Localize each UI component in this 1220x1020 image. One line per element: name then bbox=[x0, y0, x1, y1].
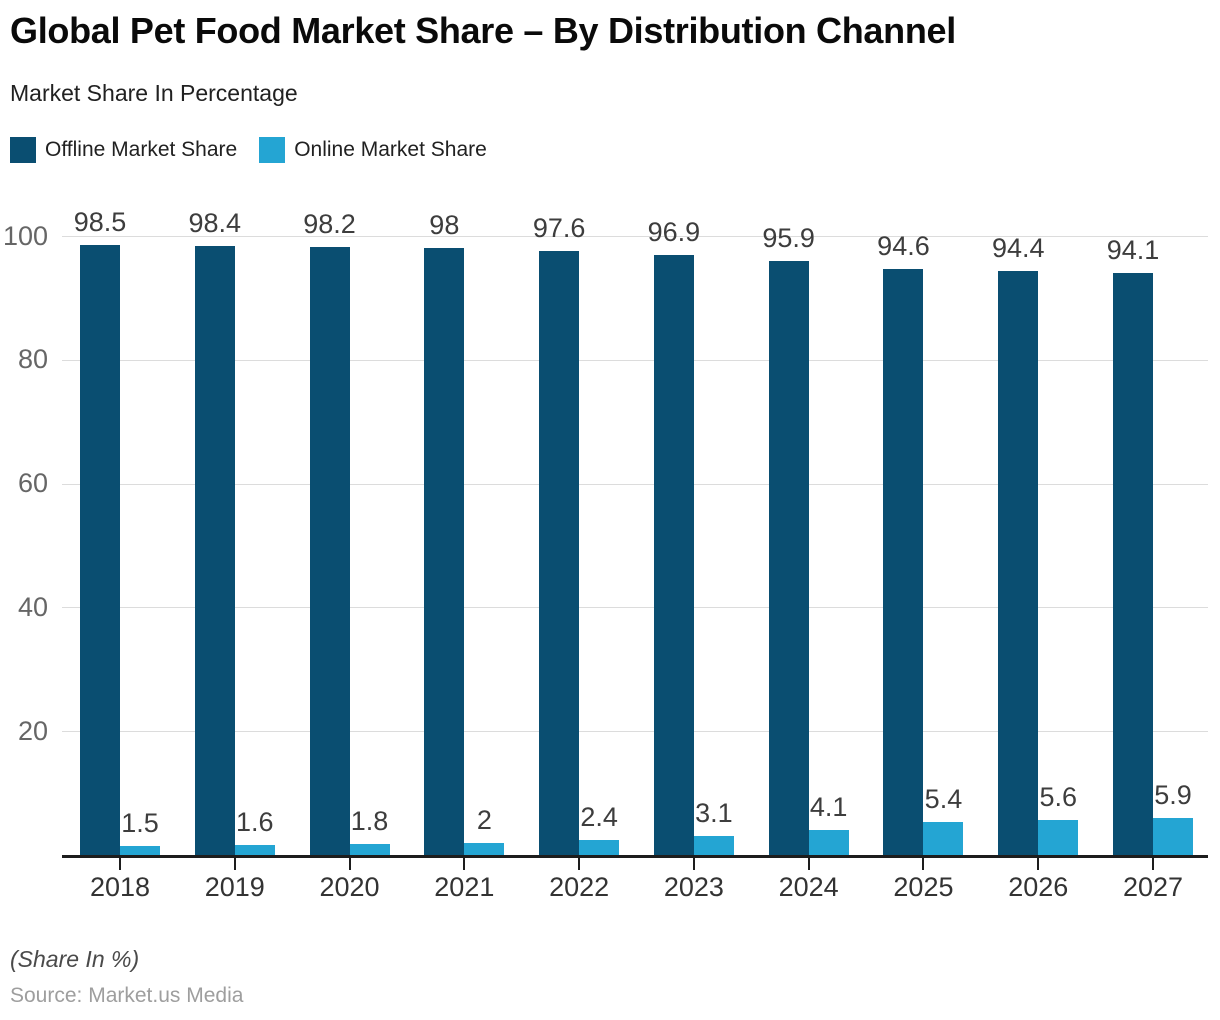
x-axis-tick bbox=[692, 858, 695, 870]
offline-value-label: 96.9 bbox=[647, 217, 701, 248]
online-bar bbox=[808, 829, 849, 855]
chart-subtitle: Market Share In Percentage bbox=[10, 80, 298, 106]
x-axis-tick bbox=[922, 858, 925, 870]
y-axis-label: 80 bbox=[17, 344, 48, 375]
online-value-label: 3.1 bbox=[695, 797, 733, 828]
x-axis-tick bbox=[807, 858, 810, 870]
online-bar bbox=[120, 845, 160, 855]
x-axis-tick bbox=[578, 858, 581, 870]
offline-value-label: 94.4 bbox=[991, 232, 1045, 263]
online-bar bbox=[1153, 818, 1194, 855]
y-axis-label: 60 bbox=[17, 468, 48, 499]
x-axis-tick bbox=[348, 858, 351, 870]
grid-line bbox=[62, 359, 1208, 361]
online-value-label: 1.6 bbox=[235, 807, 274, 838]
online-bar bbox=[349, 843, 390, 855]
x-axis-tick bbox=[1037, 858, 1040, 870]
legend-item-offline: Offline Market Share bbox=[10, 137, 237, 163]
source-credit: Source: Market.us Media bbox=[10, 984, 244, 1007]
online-bar bbox=[464, 842, 505, 855]
online-value-label: 4.1 bbox=[809, 791, 848, 822]
offline-value-label: 98.5 bbox=[73, 207, 127, 238]
offline-bar bbox=[309, 247, 350, 855]
offline-bar bbox=[194, 245, 235, 855]
x-axis-label: 2023 bbox=[663, 872, 724, 902]
share-unit-note: (Share In %) bbox=[10, 946, 140, 972]
offline-bar bbox=[539, 250, 580, 855]
x-axis-label: 2025 bbox=[893, 872, 954, 902]
y-axis-label: 20 bbox=[17, 715, 48, 746]
offline-bar bbox=[1113, 272, 1154, 855]
legend: Offline Market Share Online Market Share bbox=[10, 137, 487, 163]
offline-bar bbox=[883, 269, 924, 855]
offline-bar bbox=[653, 255, 694, 855]
offline-bar bbox=[424, 248, 465, 855]
online-bar bbox=[234, 845, 275, 855]
online-bar bbox=[1038, 820, 1079, 855]
online-value-label: 1.5 bbox=[121, 807, 159, 838]
online-value-label: 2.4 bbox=[580, 802, 618, 833]
legend-item-online: Online Market Share bbox=[259, 137, 487, 163]
offline-value-label: 98.2 bbox=[303, 209, 356, 240]
y-axis-label: 100 bbox=[2, 220, 48, 251]
x-axis-label: 2018 bbox=[89, 872, 151, 902]
offline-value-label: 98 bbox=[429, 210, 460, 241]
x-axis-label: 2022 bbox=[549, 872, 610, 902]
x-axis-label: 2020 bbox=[319, 872, 380, 902]
online-bar bbox=[923, 821, 964, 855]
offline-bar bbox=[768, 261, 809, 855]
offline-value-label: 95.9 bbox=[762, 223, 815, 254]
offline-swatch-icon bbox=[10, 137, 36, 163]
x-axis-tick bbox=[463, 858, 466, 870]
online-value-label: 1.8 bbox=[350, 805, 389, 836]
legend-label-online: Online Market Share bbox=[294, 138, 487, 161]
legend-label-offline: Offline Market Share bbox=[45, 138, 238, 161]
online-value-label: 5.6 bbox=[1039, 782, 1077, 813]
x-axis-tick bbox=[1152, 858, 1155, 870]
grid-line bbox=[62, 483, 1208, 485]
online-value-label: 5.4 bbox=[924, 783, 963, 814]
grid-line bbox=[62, 607, 1208, 609]
x-axis-label: 2021 bbox=[434, 872, 495, 902]
offline-value-label: 94.6 bbox=[877, 231, 930, 262]
x-axis-label: 2026 bbox=[1008, 872, 1069, 902]
y-axis-label: 40 bbox=[17, 591, 48, 622]
grid-line bbox=[62, 236, 1208, 237]
x-axis-tick bbox=[119, 858, 121, 870]
x-axis-label: 2024 bbox=[778, 872, 839, 902]
online-bar bbox=[693, 835, 734, 855]
x-axis-line bbox=[62, 855, 1208, 858]
offline-bar bbox=[80, 245, 120, 855]
x-axis-label: 2027 bbox=[1122, 872, 1184, 902]
online-bar bbox=[579, 840, 620, 855]
offline-value-label: 97.6 bbox=[532, 212, 586, 243]
offline-bar bbox=[998, 270, 1039, 855]
grid-line bbox=[62, 731, 1208, 733]
online-value-label: 5.9 bbox=[1154, 780, 1192, 811]
x-axis-label: 2019 bbox=[204, 872, 265, 902]
online-swatch-icon bbox=[259, 137, 286, 163]
offline-value-label: 94.1 bbox=[1106, 234, 1160, 265]
x-axis-tick bbox=[233, 858, 236, 870]
online-value-label: 2 bbox=[476, 804, 492, 835]
chart-title: Global Pet Food Market Share – By Distri… bbox=[10, 10, 956, 51]
offline-value-label: 98.4 bbox=[188, 207, 242, 238]
